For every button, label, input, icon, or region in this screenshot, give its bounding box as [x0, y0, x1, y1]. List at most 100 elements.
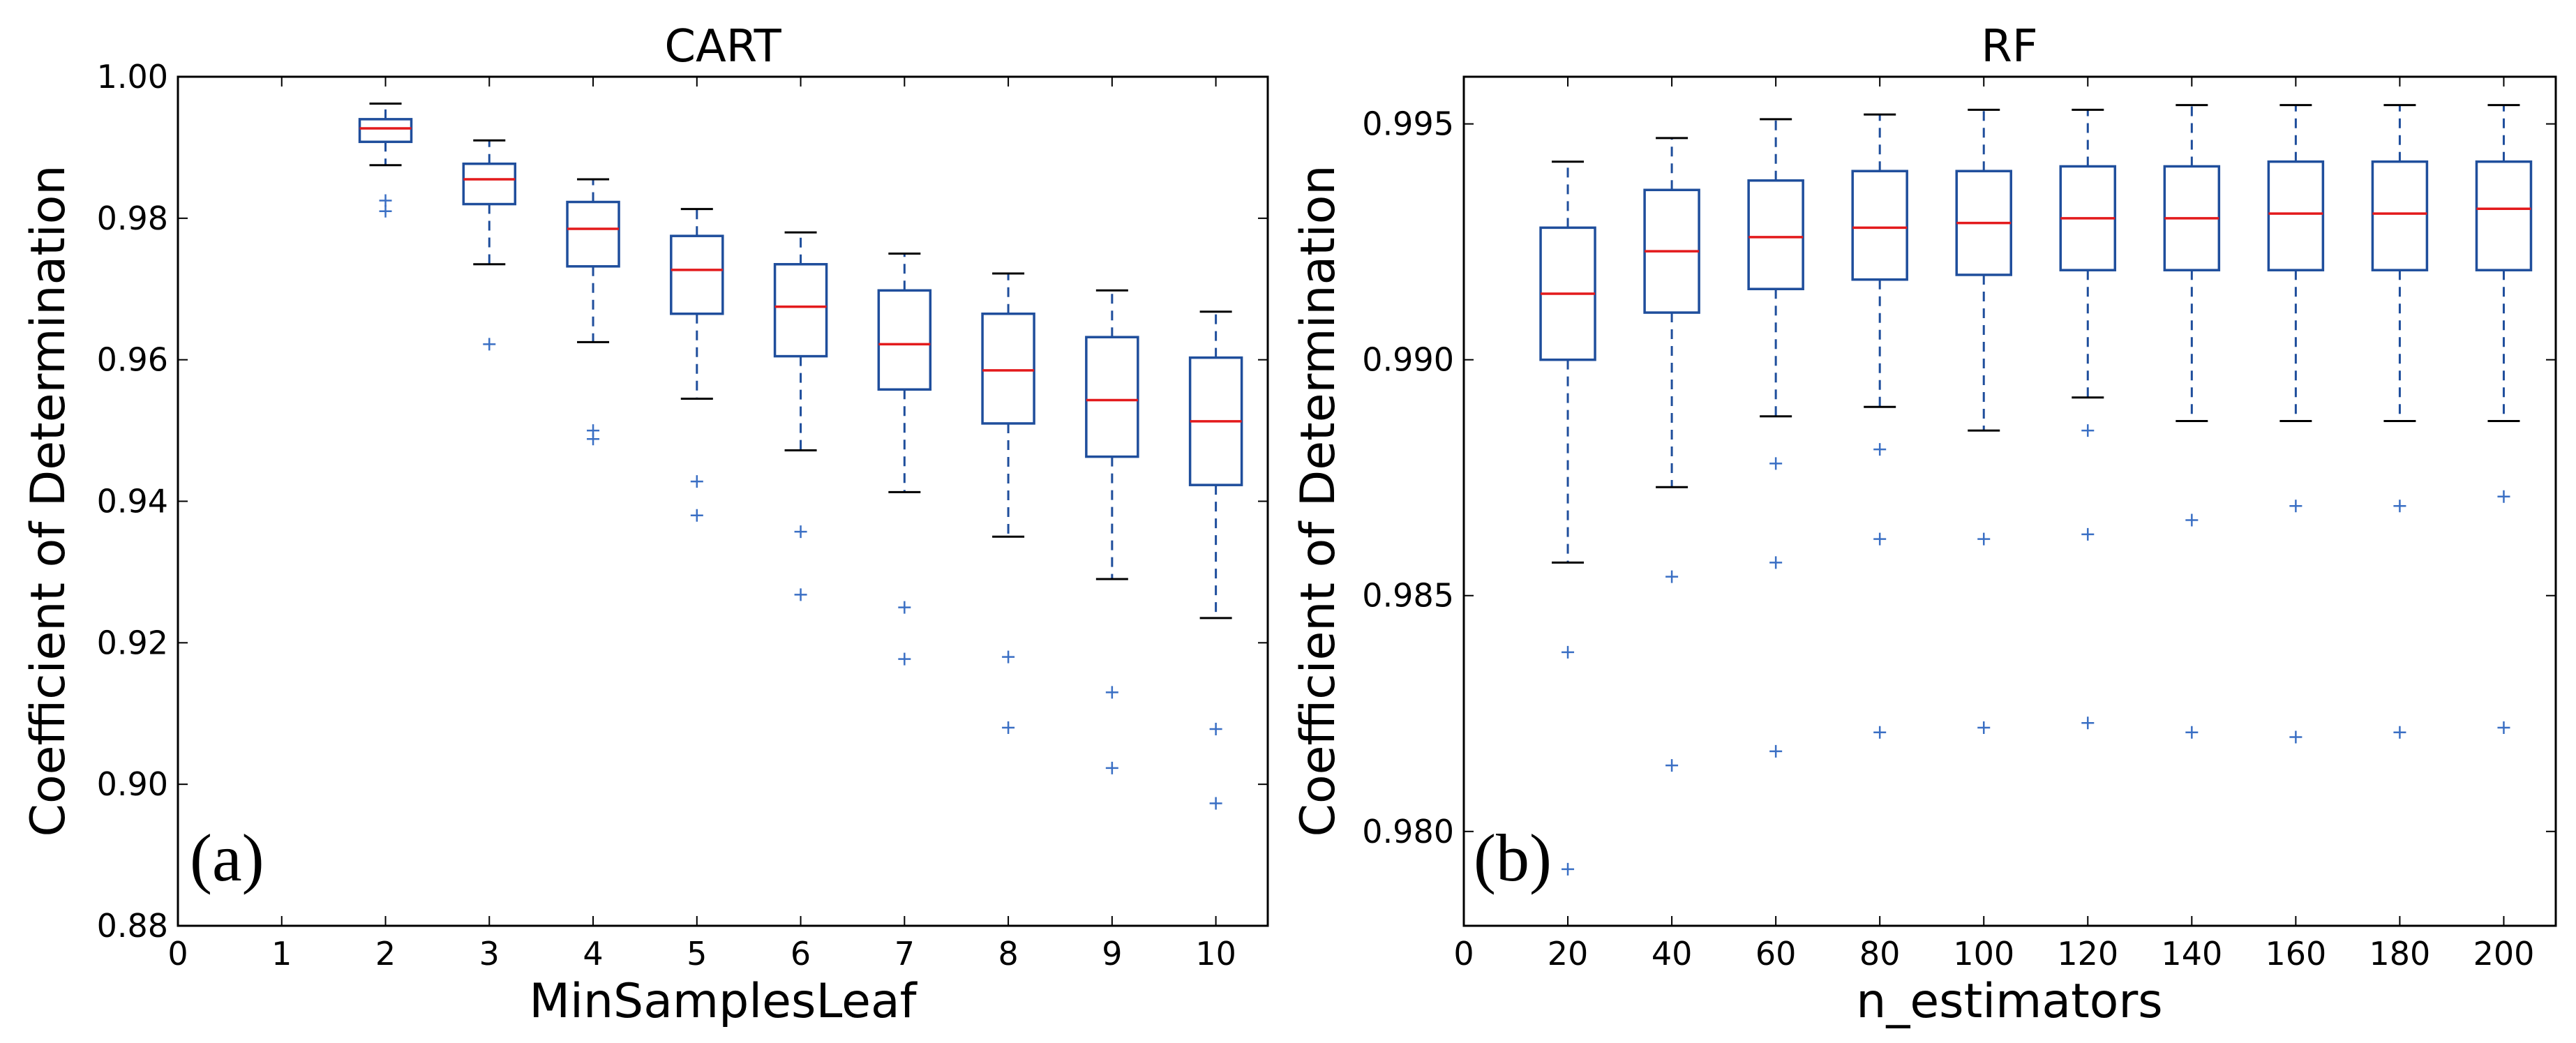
- cart-x-tick-label: 9: [1102, 935, 1122, 973]
- cart-y-tick-label: 1.00: [97, 58, 168, 96]
- rf-y-axis-label: Coefficient of Determination: [1291, 165, 1346, 837]
- rf-box-group: [2163, 104, 2221, 739]
- rf-plot-area: [1539, 104, 2533, 876]
- rf-box: [1747, 179, 1804, 290]
- rf-y-tick-label: 0.995: [1362, 105, 1454, 143]
- cart-x-tick-label: 0: [167, 935, 188, 973]
- rf-box: [2371, 160, 2429, 271]
- cart-box: [670, 234, 724, 315]
- rf-x-tick-label: 60: [1755, 935, 1797, 973]
- cart-outlier: [1209, 723, 1222, 736]
- cart-outlier: [587, 433, 600, 446]
- rf-outlier: [2393, 726, 2406, 739]
- cart-x-axis: 0 1 2 3 4 5 6 7 8 9 10: [167, 77, 1236, 973]
- cart-x-tick-label: 4: [583, 935, 603, 973]
- rf-x-tick-label: 140: [2161, 935, 2222, 973]
- rf-box-group: [1851, 113, 1908, 739]
- cart-outlier: [794, 525, 807, 539]
- rf-outlier: [2289, 730, 2302, 744]
- rf-chart-title: RF: [1981, 21, 2037, 73]
- cart-box-group: [981, 272, 1035, 735]
- rf-y-tick-label: 0.985: [1362, 577, 1454, 615]
- rf-box: [2267, 160, 2325, 271]
- rf-outlier: [2081, 716, 2095, 730]
- cart-outlier: [1002, 650, 1015, 663]
- rf-box: [1851, 170, 1908, 281]
- rf-box-group: [2059, 108, 2117, 730]
- cart-outlier: [379, 204, 392, 218]
- rf-x-tick-label: 80: [1859, 935, 1901, 973]
- cart-outlier: [690, 475, 703, 488]
- cart-y-tick-label: 0.90: [97, 765, 168, 803]
- rf-box-group: [1955, 108, 2012, 735]
- cart-x-tick-label: 5: [687, 935, 707, 973]
- rf-x-tick-label: 120: [2057, 935, 2118, 973]
- cart-outlier: [794, 588, 807, 601]
- cart-box: [981, 312, 1035, 425]
- cart-plot-area: [358, 103, 1243, 810]
- rf-outlier: [2185, 513, 2199, 527]
- cart-x-tick-label: 2: [375, 935, 396, 973]
- cart-x-tick-label: 6: [791, 935, 811, 973]
- cart-x-tick-label: 10: [1195, 935, 1236, 973]
- rf-y-tick-label: 0.990: [1362, 341, 1454, 379]
- cart-outlier: [898, 652, 911, 666]
- rf-outlier: [2185, 726, 2199, 739]
- rf-box-group: [1747, 118, 1804, 758]
- cart-outlier: [1105, 686, 1118, 699]
- cart-outlier: [1105, 761, 1118, 774]
- cart-y-tick-label: 0.98: [97, 200, 168, 237]
- rf-x-tick-label: 0: [1453, 935, 1474, 973]
- cart-outlier: [379, 194, 392, 207]
- cart-box-group: [462, 139, 517, 351]
- rf-box-group: [2371, 104, 2429, 739]
- rf-chart: 0 20 40 60 80 100 120 140 160 180 200 0.9800.9850.…: [1291, 21, 2557, 1029]
- cart-outlier: [1002, 721, 1015, 735]
- rf-x-tick-label: 200: [2473, 935, 2535, 973]
- rf-x-tick-label: 40: [1652, 935, 1693, 973]
- cart-box: [462, 162, 517, 206]
- cart-outlier: [690, 509, 703, 522]
- rf-box-group: [1539, 160, 1596, 876]
- cart-box-group: [358, 103, 413, 218]
- rf-outlier: [1977, 721, 1991, 735]
- cart-box-group: [566, 178, 620, 446]
- rf-outlier: [1665, 759, 1679, 772]
- rf-outlier: [1873, 443, 1887, 456]
- rf-box: [2475, 160, 2533, 271]
- rf-outlier: [1769, 744, 1783, 758]
- cart-x-tick-label: 1: [271, 935, 292, 973]
- cart-box-group: [877, 253, 932, 666]
- rf-outlier: [2497, 490, 2510, 503]
- rf-outlier: [2289, 500, 2302, 513]
- cart-box: [877, 289, 932, 391]
- rf-outlier: [1562, 862, 1575, 876]
- cart-y-tick-label: 0.94: [97, 483, 168, 520]
- rf-box-group: [2475, 104, 2533, 735]
- cart-y-tick-label: 0.92: [97, 624, 168, 661]
- rf-x-tick-label: 20: [1548, 935, 1589, 973]
- cart-box-group: [773, 231, 828, 601]
- cart-chart: 0 1 2 3 4 5 6 7 8 9 10 0.88 0.90 0.92 0.94 0.96 0.98 1.0…: [21, 21, 1269, 1029]
- cart-panel-label: (a): [190, 820, 264, 895]
- rf-outlier: [1873, 532, 1887, 546]
- rf-outlier: [2497, 721, 2510, 735]
- cart-x-tick-label: 8: [998, 935, 1018, 973]
- cart-box: [1085, 336, 1139, 458]
- cart-x-tick-label: 3: [479, 935, 500, 973]
- cart-outlier: [483, 338, 496, 351]
- cart-y-tick-label: 0.96: [97, 341, 168, 379]
- rf-panel-label: (b): [1474, 820, 1552, 895]
- rf-outlier: [1873, 726, 1887, 739]
- cart-x-tick-label: 7: [894, 935, 915, 973]
- rf-outlier: [1769, 457, 1783, 470]
- rf-box-group: [1643, 137, 1700, 772]
- rf-outlier: [1562, 645, 1575, 659]
- cart-y-axis-label: Coefficient of Determination: [21, 165, 76, 837]
- rf-outlier: [2393, 500, 2406, 513]
- cart-box: [358, 118, 413, 144]
- rf-x-tick-label: 180: [2369, 935, 2431, 973]
- rf-outlier: [1665, 570, 1679, 583]
- cart-box-group: [670, 208, 724, 522]
